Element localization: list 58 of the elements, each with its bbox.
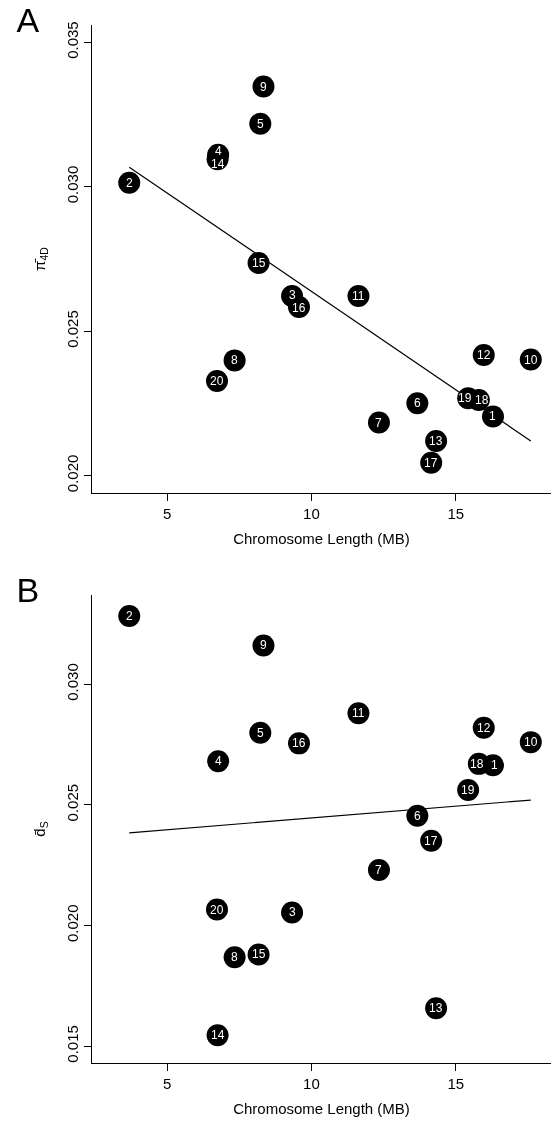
annotation: 2 [126,176,133,190]
annotation: 10 [524,735,538,749]
annotation: 4 [215,144,222,158]
annotation: 3 [289,905,296,919]
y-tick-label: 0.025 [64,783,81,822]
annotation: 16 [292,301,306,315]
annotation: 18 [470,757,484,771]
annotation: 14 [211,157,225,171]
annotation: 9 [260,80,267,94]
annotation: 20 [210,374,224,388]
annotation: 9 [260,638,267,652]
annotation: 1 [489,409,496,423]
annotation: 20 [210,903,224,917]
annotation: 3 [289,288,296,302]
annotation: 8 [231,950,238,964]
annotation: 17 [424,834,438,848]
y-tick-label: 0.030 [64,663,81,701]
annotation: 19 [461,783,475,797]
y-tick-label: 0.030 [64,165,81,204]
x-tick-label: 5 [162,1075,172,1092]
x-tick-label: 15 [447,1075,465,1092]
annotation: 12 [477,721,491,735]
annotation: 1 [491,758,498,772]
y-tick-label: 0.035 [64,21,81,59]
annotation: 7 [375,416,382,430]
annotation: 6 [414,809,421,823]
annotation: 2 [126,609,133,623]
annotation: 6 [414,396,421,410]
annotation: 11 [352,289,365,303]
annotation: 5 [257,117,264,131]
annotation: 5 [257,726,264,740]
annotation: 15 [252,256,266,270]
y-tick-label: 0.025 [64,310,81,348]
x-axis-title: Chromosome Length (MB) [233,1100,410,1117]
annotation: 16 [292,736,306,750]
annotation: 8 [231,353,238,367]
annotation: 7 [375,863,382,877]
x-tick-label: 15 [447,505,465,522]
annotation: 4 [215,754,222,768]
annotation: 12 [477,348,491,362]
annotation: 10 [524,353,538,367]
annotation: 19 [458,391,472,405]
y-tick-label: 0.020 [64,904,81,943]
x-tick-label: 10 [303,1075,320,1092]
annotation: 14 [211,1028,225,1042]
x-axis-title: Chromosome Length (MB) [233,530,410,547]
chart-title: A [16,1,40,40]
x-tick-label: 10 [303,505,320,522]
y-tick-label: 0.015 [64,1025,81,1063]
y-tick-label: 0.020 [64,454,81,493]
x-tick-label: 5 [162,505,172,522]
annotation: 15 [252,947,266,961]
chart-title: B [16,571,40,610]
annotation: 13 [429,434,443,448]
annotation: 11 [352,706,365,720]
annotation: 13 [429,1001,443,1015]
annotation: 17 [424,456,438,470]
annotation: 18 [475,393,489,407]
